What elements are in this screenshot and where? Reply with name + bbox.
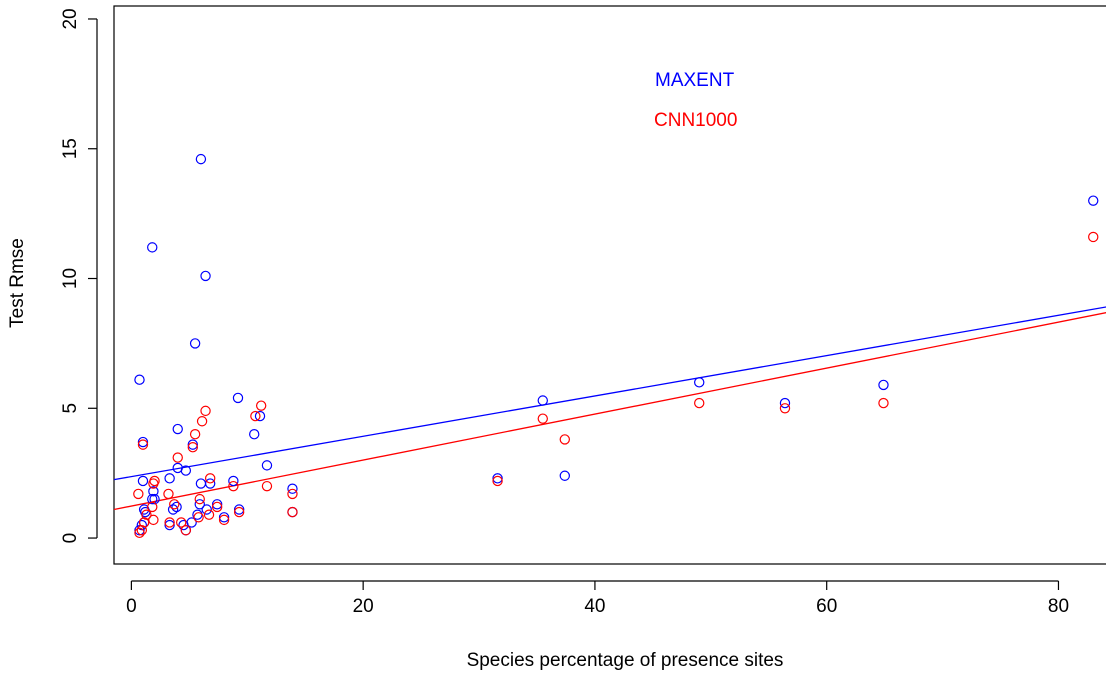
data-point-cnn1000 <box>204 473 216 484</box>
data-point-cnn1000 <box>250 410 261 422</box>
x-tick-label: 20 <box>353 596 374 617</box>
data-point-maxent <box>287 483 298 494</box>
data-point-maxent <box>261 460 273 471</box>
x-tick-label: 0 <box>126 596 137 617</box>
y-axis: 0 5 10 15 20 <box>60 8 98 544</box>
legend-cnn1000: CNN1000 <box>654 110 737 131</box>
y-tick-label: 15 <box>60 138 81 159</box>
data-point-maxent <box>187 439 199 450</box>
data-point-maxent <box>149 493 160 505</box>
y-tick-label: 5 <box>60 403 81 414</box>
data-point-cnn1000 <box>138 517 150 528</box>
data-point-cnn1000 <box>141 509 152 520</box>
data-point-maxent <box>200 270 211 282</box>
data-point-maxent <box>147 242 158 253</box>
data-point-cnn1000 <box>189 429 201 440</box>
data-point-cnn1000 <box>537 413 548 424</box>
data-point-cnn1000 <box>492 475 503 487</box>
data-point-maxent <box>201 504 212 515</box>
data-point-cnn1000 <box>163 488 174 500</box>
data-point-maxent <box>164 519 175 531</box>
data-point-cnn1000 <box>169 499 180 510</box>
data-point-cnn1000 <box>1088 231 1099 243</box>
data-point-cnn1000 <box>233 506 245 518</box>
data-point-cnn1000 <box>136 525 148 536</box>
data-point-cnn1000 <box>134 527 145 539</box>
data-point-cnn1000 <box>779 403 791 414</box>
data-point-cnn1000 <box>287 488 298 500</box>
data-point-maxent <box>134 374 145 385</box>
data-point-cnn1000 <box>287 506 298 518</box>
x-tick-label: 60 <box>816 596 837 617</box>
data-point-cnn1000 <box>211 501 223 513</box>
data-point-maxent <box>694 377 705 388</box>
data-point-cnn1000 <box>228 480 239 492</box>
x-axis: 0 20 40 60 80 <box>126 580 1069 617</box>
data-point-maxent <box>164 473 175 484</box>
data-point-maxent <box>232 392 244 404</box>
data-point-maxent <box>249 429 260 440</box>
data-point-cnn1000 <box>261 480 273 492</box>
data-point-maxent <box>228 475 239 487</box>
data-point-maxent <box>189 338 201 349</box>
data-point-maxent <box>779 397 791 409</box>
y-tick-label: 0 <box>60 533 81 544</box>
data-point-maxent <box>137 475 149 487</box>
data-point-cnn1000 <box>255 400 267 411</box>
y-tick-label: 10 <box>60 268 81 289</box>
data-point-maxent <box>1088 195 1099 206</box>
data-point-maxent <box>195 153 207 165</box>
data-point-cnn1000 <box>218 514 230 526</box>
data-point-cnn1000 <box>149 475 160 487</box>
data-point-cnn1000 <box>187 442 199 453</box>
data-point-maxent <box>180 465 192 476</box>
fit-lines <box>113 306 1106 511</box>
data-point-cnn1000 <box>878 397 889 409</box>
data-point-cnn1000 <box>200 405 211 417</box>
data-point-cnn1000 <box>694 397 705 409</box>
data-point-maxent <box>218 512 230 523</box>
data-point-cnn1000 <box>180 525 192 536</box>
data-point-cnn1000 <box>193 512 204 523</box>
data-point-maxent <box>195 478 207 489</box>
data-point-maxent <box>537 395 548 406</box>
data-point-cnn1000 <box>196 416 208 427</box>
fit-line-cnn1000 <box>113 312 1106 511</box>
y-axis-label: Test Rmse <box>7 238 28 328</box>
data-point-maxent <box>171 501 182 513</box>
data-point-maxent <box>167 504 179 515</box>
data-point-maxent <box>186 517 197 528</box>
data-point-maxent <box>172 423 183 435</box>
data-point-maxent <box>878 379 889 391</box>
data-point-cnn1000 <box>176 517 187 528</box>
data-point-maxent <box>211 499 223 510</box>
data-point-cnn1000 <box>133 488 144 500</box>
data-point-maxent <box>137 436 149 448</box>
data-point-maxent <box>148 486 159 497</box>
fit-line-maxent <box>113 306 1106 481</box>
data-point-cnn1000 <box>194 493 205 505</box>
plot-frame <box>113 5 1106 565</box>
data-point-cnn1000 <box>559 434 570 445</box>
x-axis-label: Species percentage of presence sites <box>467 650 784 671</box>
data-point-maxent <box>136 519 148 531</box>
data-points <box>133 153 1099 539</box>
data-point-cnn1000 <box>203 509 215 520</box>
data-point-cnn1000 <box>172 452 183 463</box>
data-point-cnn1000 <box>147 501 158 513</box>
data-point-maxent <box>492 473 503 484</box>
data-point-cnn1000 <box>137 439 149 450</box>
data-point-maxent <box>194 499 205 510</box>
x-tick-label: 40 <box>584 596 605 617</box>
data-point-maxent <box>559 470 570 481</box>
data-point-cnn1000 <box>164 517 175 528</box>
data-point-cnn1000 <box>148 514 159 526</box>
y-tick-label: 20 <box>60 8 81 29</box>
data-point-maxent <box>204 478 216 489</box>
x-tick-label: 80 <box>1048 596 1069 617</box>
legend-maxent: MAXENT <box>655 70 735 91</box>
data-point-maxent <box>254 410 266 422</box>
data-point-maxent <box>233 504 245 515</box>
